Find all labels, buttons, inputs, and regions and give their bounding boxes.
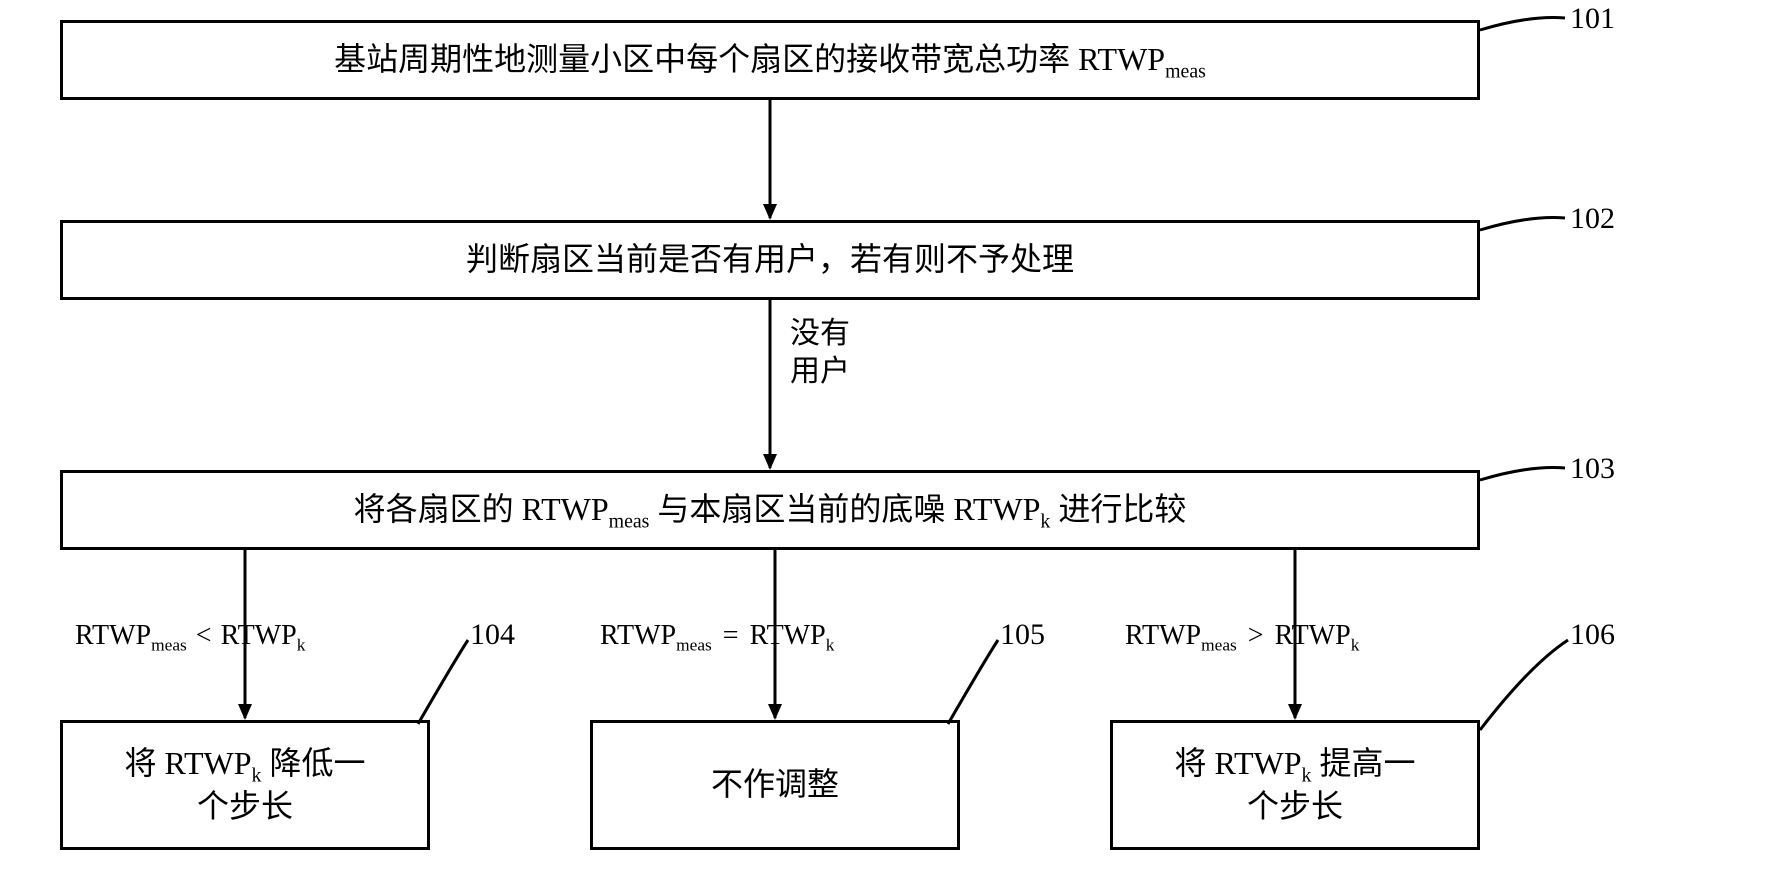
edge-label-lt: RTWPmeas < RTWPk — [75, 620, 305, 652]
node-101: 基站周期性地测量小区中每个扇区的接收带宽总功率 RTWPmeas — [60, 20, 1480, 100]
edge-label-no-user: 没有 用户 — [790, 315, 850, 390]
node-101-text: 基站周期性地测量小区中每个扇区的接收带宽总功率 RTWPmeas — [334, 38, 1206, 81]
leader-106 — [1480, 640, 1568, 730]
node-105: 不作调整 — [590, 720, 960, 850]
edge-label-eq: RTWPmeas = RTWPk — [600, 620, 834, 652]
edge-label-gt: RTWPmeas > RTWPk — [1125, 620, 1359, 652]
node-106-text: 将 RTWPk 提高一 个步长 — [1175, 742, 1416, 828]
leader-103 — [1480, 468, 1565, 481]
ref-103: 103 — [1570, 452, 1615, 486]
node-102: 判断扇区当前是否有用户，若有则不予处理 — [60, 220, 1480, 300]
node-105-text: 不作调整 — [711, 763, 839, 806]
node-102-text: 判断扇区当前是否有用户，若有则不予处理 — [466, 238, 1074, 281]
ref-104: 104 — [470, 618, 515, 652]
flowchart-canvas: 基站周期性地测量小区中每个扇区的接收带宽总功率 RTWPmeas 判断扇区当前是… — [0, 0, 1775, 879]
leader-101 — [1480, 18, 1565, 31]
ref-106: 106 — [1570, 618, 1615, 652]
ref-102: 102 — [1570, 202, 1615, 236]
ref-105: 105 — [1000, 618, 1045, 652]
node-103-text: 将各扇区的 RTWPmeas 与本扇区当前的底噪 RTWPk 进行比较 — [354, 488, 1187, 531]
node-104: 将 RTWPk 降低一 个步长 — [60, 720, 430, 850]
leader-105 — [948, 640, 998, 724]
ref-101: 101 — [1570, 2, 1615, 36]
leader-102 — [1480, 218, 1565, 231]
node-104-text: 将 RTWPk 降低一 个步长 — [125, 742, 366, 828]
node-103: 将各扇区的 RTWPmeas 与本扇区当前的底噪 RTWPk 进行比较 — [60, 470, 1480, 550]
leader-104 — [418, 640, 468, 724]
node-106: 将 RTWPk 提高一 个步长 — [1110, 720, 1480, 850]
